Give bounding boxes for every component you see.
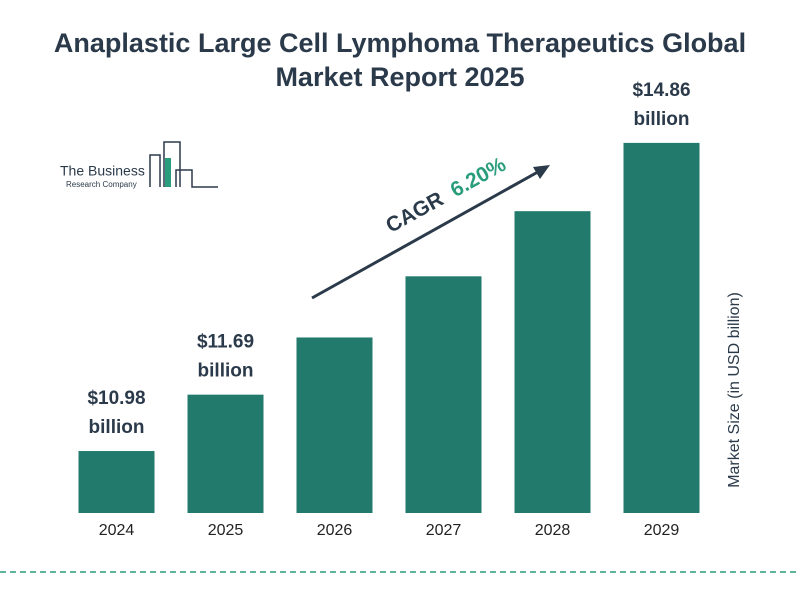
bar bbox=[405, 276, 482, 513]
x-tick-label: 2025 bbox=[208, 522, 244, 539]
bar bbox=[296, 337, 373, 513]
logo: The Business Research Company bbox=[60, 141, 218, 189]
chart-title: Anaplastic Large Cell Lymphoma Therapeut… bbox=[53, 28, 747, 92]
logo-icon bbox=[163, 141, 181, 187]
x-tick-label: 2027 bbox=[426, 522, 462, 539]
x-tick-label: 2029 bbox=[644, 522, 680, 539]
logo-icon bbox=[149, 154, 161, 187]
logo-text: The Business bbox=[60, 163, 145, 179]
bar bbox=[187, 394, 264, 513]
logo-icon bbox=[175, 169, 218, 188]
cagr-arrow-head bbox=[533, 165, 550, 179]
cagr-arrow bbox=[311, 166, 546, 300]
logo-text: Research Company bbox=[66, 180, 137, 189]
bar bbox=[514, 211, 591, 513]
value-label: $11.69 billion bbox=[197, 332, 254, 382]
bar bbox=[623, 142, 700, 513]
value-label: $10.98 billion bbox=[87, 388, 145, 438]
logo-icon bbox=[165, 158, 171, 187]
value-label: $14.86 billion bbox=[632, 80, 690, 130]
y-axis-label: Market Size (in USD billion) bbox=[726, 292, 743, 488]
x-tick-label: 2028 bbox=[535, 522, 571, 539]
x-tick-label: 2026 bbox=[317, 522, 353, 539]
x-tick-label: 2024 bbox=[99, 522, 135, 539]
bar bbox=[78, 451, 155, 513]
